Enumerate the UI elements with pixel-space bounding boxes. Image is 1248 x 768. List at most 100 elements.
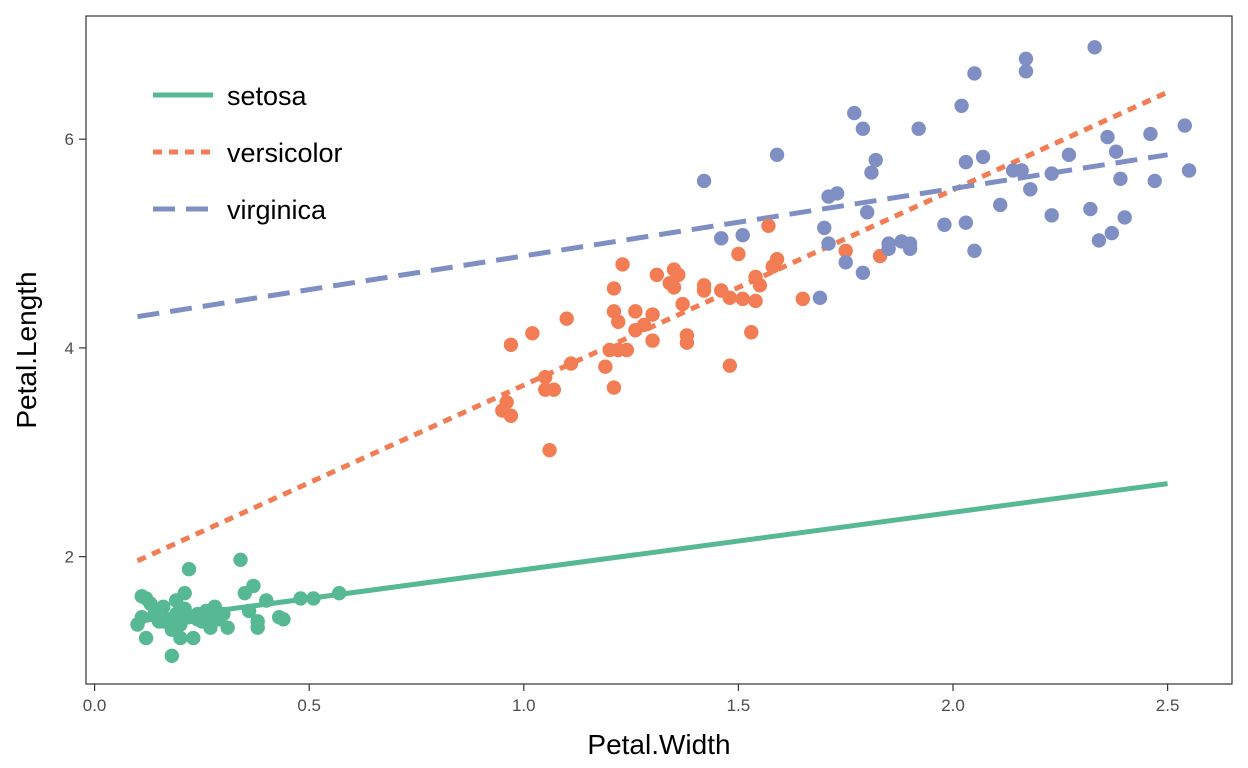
data-point-virginica — [1044, 208, 1059, 223]
data-point-virginica — [821, 236, 836, 251]
data-point-virginica — [855, 265, 871, 280]
data-point-virginica — [735, 227, 750, 243]
data-point-setosa — [216, 606, 231, 622]
data-point-virginica — [1018, 51, 1034, 66]
data-point-virginica — [1108, 144, 1124, 159]
data-point-virginica — [1113, 171, 1128, 187]
panel-border — [85, 15, 1233, 685]
data-point-setosa — [293, 591, 308, 606]
data-point-versicolor — [731, 246, 746, 262]
legend-label-setosa: setosa — [227, 81, 308, 111]
y-axis-title: Petal.Length — [11, 271, 42, 428]
data-point-virginica — [1023, 182, 1038, 197]
data-point-setosa — [203, 606, 218, 622]
data-point-versicolor — [761, 218, 776, 233]
data-point-virginica — [812, 290, 828, 306]
series-versicolor-points — [495, 218, 888, 458]
data-point-virginica — [1181, 163, 1197, 178]
fit-line-virginica — [137, 152, 1169, 320]
data-point-virginica — [714, 231, 729, 246]
data-point-setosa — [250, 620, 265, 635]
data-point-virginica — [967, 243, 982, 259]
data-point-setosa — [164, 648, 180, 664]
data-point-virginica — [829, 186, 845, 201]
data-point-virginica — [855, 121, 871, 136]
y-tick-label: 6 — [65, 130, 74, 149]
data-point-virginica — [1147, 173, 1162, 189]
data-point-virginica — [1014, 163, 1029, 178]
data-point-setosa — [190, 612, 205, 627]
data-point-versicolor — [606, 281, 622, 296]
data-point-versicolor — [722, 358, 738, 373]
data-point-setosa — [156, 614, 171, 629]
x-tick-label: 1.0 — [512, 696, 536, 715]
data-point-virginica — [902, 236, 918, 251]
data-point-versicolor — [611, 314, 626, 330]
data-point-virginica — [958, 215, 974, 230]
data-point-virginica — [1083, 201, 1098, 217]
data-point-versicolor — [838, 243, 853, 259]
data-point-virginica — [1104, 225, 1120, 241]
data-point-virginica — [1117, 210, 1132, 225]
data-point-virginica — [1177, 118, 1192, 133]
data-point-versicolor — [748, 293, 763, 309]
data-point-versicolor — [795, 291, 810, 307]
data-point-setosa — [259, 593, 274, 608]
data-point-versicolor — [722, 290, 738, 306]
data-point-virginica — [993, 197, 1008, 213]
legend-label-versicolor: versicolor — [227, 138, 343, 168]
data-point-versicolor — [675, 296, 690, 312]
data-point-virginica — [1143, 126, 1158, 142]
data-point-versicolor — [538, 369, 553, 385]
data-point-versicolor — [645, 307, 660, 322]
data-point-versicolor — [606, 380, 622, 395]
x-axis: 0.0 0.5 1.0 1.5 2.0 2.5 — [83, 684, 1180, 715]
data-point-virginica — [937, 217, 952, 232]
data-point-setosa — [177, 585, 192, 601]
data-point-versicolor — [619, 342, 635, 358]
data-point-setosa — [186, 630, 201, 646]
data-point-versicolor — [615, 257, 630, 272]
data-point-versicolor — [649, 267, 665, 283]
legend-label-virginica: virginica — [227, 195, 327, 225]
fit-line-setosa — [137, 481, 1168, 624]
data-point-versicolor — [744, 325, 759, 340]
data-point-setosa — [246, 578, 261, 594]
data-point-versicolor — [636, 317, 652, 333]
data-point-setosa — [220, 620, 235, 635]
data-point-virginica — [868, 152, 883, 168]
x-tick-label: 0.0 — [83, 696, 107, 715]
data-point-virginica — [1061, 147, 1077, 163]
data-point-versicolor — [563, 356, 579, 371]
data-point-virginica — [838, 255, 853, 270]
y-tick-label: 4 — [65, 339, 74, 358]
data-point-versicolor — [696, 278, 712, 293]
data-point-versicolor — [671, 267, 686, 283]
data-point-versicolor — [559, 311, 574, 326]
data-point-virginica — [1044, 166, 1059, 181]
x-axis-title: Petal.Width — [587, 729, 730, 760]
data-point-versicolor — [503, 337, 519, 352]
data-point-virginica — [958, 154, 974, 170]
data-point-virginica — [1091, 233, 1107, 248]
data-point-versicolor — [666, 280, 682, 295]
y-tick-label: 2 — [65, 548, 74, 567]
series-setosa-points — [130, 552, 347, 664]
data-point-versicolor — [542, 443, 557, 458]
data-point-virginica — [954, 98, 969, 113]
data-point-setosa — [306, 591, 321, 606]
data-point-virginica — [911, 121, 926, 136]
data-point-versicolor — [752, 278, 768, 293]
legend-item-setosa: setosa — [153, 81, 308, 111]
data-point-virginica — [967, 66, 982, 81]
data-point-versicolor — [525, 326, 540, 341]
series-virginica-points — [696, 40, 1197, 306]
data-point-setosa — [173, 630, 188, 646]
data-point-versicolor — [499, 394, 514, 410]
data-point-virginica — [864, 165, 879, 180]
data-point-virginica — [859, 205, 875, 220]
data-point-virginica — [817, 220, 832, 236]
x-tick-label: 1.5 — [727, 696, 751, 715]
x-tick-label: 2.5 — [1156, 696, 1180, 715]
